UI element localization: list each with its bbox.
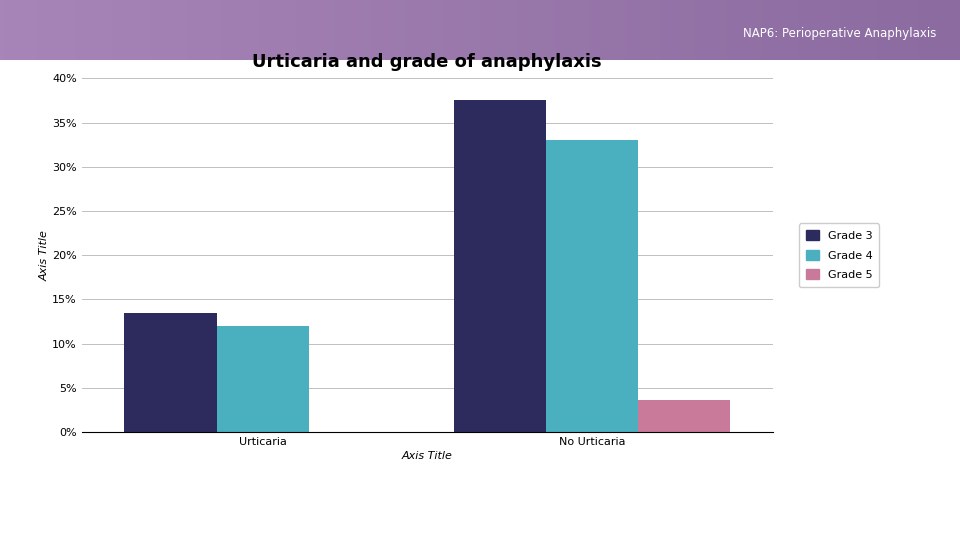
Text: National Audit Project: National Audit Project <box>747 511 861 521</box>
Bar <box>125 313 217 432</box>
Text: NAP6: Perioperative Anaphylaxis: NAP6: Perioperative Anaphylaxis <box>743 27 936 40</box>
Y-axis label: Axis Title: Axis Title <box>39 230 49 281</box>
Bar <box>545 140 637 432</box>
Bar <box>453 100 545 432</box>
Legend: Grade 3, Grade 4, Grade 5: Grade 3, Grade 4, Grade 5 <box>799 224 879 287</box>
Bar <box>637 400 730 432</box>
Bar <box>217 326 309 432</box>
X-axis label: Axis Title: Axis Title <box>402 451 452 461</box>
Title: Urticaria and grade of anaphylaxis: Urticaria and grade of anaphylaxis <box>252 53 602 71</box>
Text: NAP6: NAP6 <box>757 468 851 497</box>
